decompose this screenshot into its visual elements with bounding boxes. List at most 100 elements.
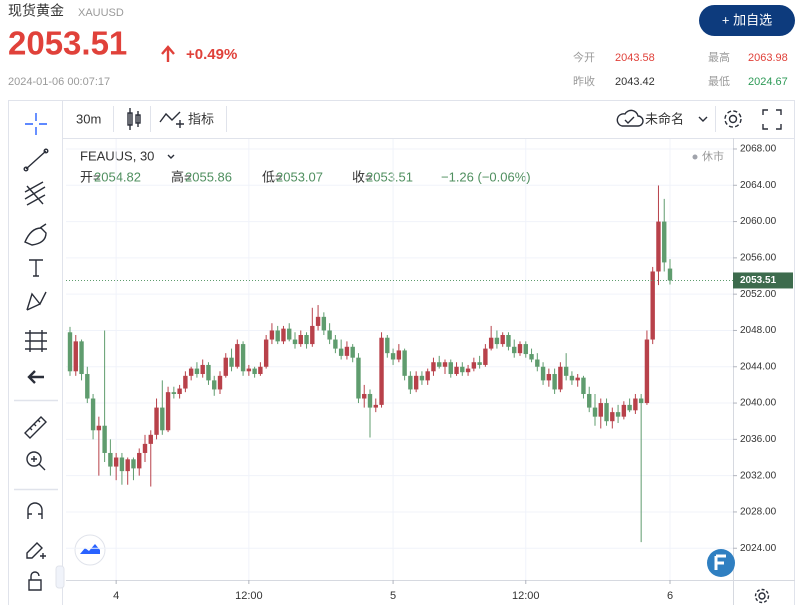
back-tool[interactable]: [27, 370, 44, 384]
logo-mark: [80, 544, 100, 554]
y-tick-label: 2024.00: [740, 543, 777, 554]
legend-label: 高=: [171, 169, 192, 184]
candle-body: [425, 371, 430, 381]
stat-value: 2043.58: [615, 52, 655, 64]
y-tick-label: 2068.00: [740, 144, 777, 155]
cloud-icon[interactable]: [616, 109, 644, 127]
text-tool[interactable]: [29, 259, 43, 277]
candle-body: [315, 316, 321, 326]
candle-body: [373, 404, 378, 408]
y-tick-label: 2064.00: [740, 180, 777, 191]
y-tick-label: 2032.00: [740, 470, 777, 481]
candle-body: [667, 268, 673, 281]
watchlist-button[interactable]: [699, 5, 795, 36]
candle-body: [483, 348, 488, 365]
last-price-tag: [733, 272, 793, 289]
tool-dot: [43, 148, 49, 154]
ruler-tool[interactable]: [24, 416, 47, 439]
candle-body: [494, 337, 500, 345]
symbol: XAUUSD: [78, 7, 124, 19]
x-tick-label: 6: [667, 590, 673, 602]
legend-value: 2053.51: [366, 169, 413, 184]
chevron[interactable]: [167, 154, 175, 159]
brush-tool[interactable]: [24, 223, 47, 246]
stat-label: 最低: [708, 75, 730, 88]
lock-tool[interactable]: [28, 571, 42, 591]
fullscreen-icon[interactable]: [762, 109, 782, 130]
candle-body: [546, 374, 552, 381]
collapse-handle[interactable]: [55, 565, 65, 589]
stat-value: 2043.42: [615, 76, 655, 88]
pattern-tool[interactable]: [26, 291, 47, 311]
candle-body: [217, 375, 223, 390]
y-tick-label: 2056.00: [740, 253, 777, 264]
candle-body: [413, 375, 419, 390]
candle-body: [154, 407, 159, 435]
candle-body: [460, 366, 465, 373]
candle-body: [287, 328, 292, 340]
market-status: 休市: [702, 149, 724, 163]
crosshair-tool[interactable]: [25, 113, 47, 135]
y-tick-label: 2060.00: [740, 216, 777, 227]
candle-body: [650, 271, 655, 340]
candle-body: [321, 316, 327, 331]
candle-body: [627, 404, 632, 411]
candle-body: [488, 337, 494, 349]
forecast-tool[interactable]: [25, 330, 47, 352]
fib-tool[interactable]: [24, 181, 46, 206]
f-letter: [714, 554, 726, 570]
candle-body: [604, 403, 609, 422]
indicator-icon[interactable]: [159, 111, 184, 128]
legend-value: 2055.86: [185, 169, 232, 184]
change: +0.49%: [186, 46, 237, 63]
candle-body: [633, 398, 638, 411]
candle-body: [477, 362, 482, 365]
axis-settings-icon[interactable]: [754, 588, 770, 604]
candle-body: [581, 377, 586, 394]
stat-value: 2024.67: [748, 76, 788, 88]
stat-label: 昨收: [573, 74, 595, 88]
candle-body: [500, 335, 505, 345]
candle-body: [615, 412, 621, 417]
candle-body: [67, 332, 73, 372]
candle-body: [419, 375, 425, 381]
series-symbol: FEAUUS, 30: [80, 148, 154, 163]
indicators[interactable]: 指标: [188, 111, 214, 126]
y-tick-label: 2044.00: [740, 361, 777, 372]
candle-body: [356, 357, 361, 399]
candle-body: [229, 357, 234, 367]
chevron[interactable]: [698, 116, 708, 122]
candle-body: [338, 348, 344, 356]
candle-body: [142, 443, 148, 453]
candle-body: [598, 403, 603, 417]
candle-body: [610, 412, 615, 422]
candle-body: [471, 362, 477, 369]
candle-body: [333, 339, 338, 349]
candle-body: [96, 425, 102, 431]
candle-body: [269, 330, 275, 340]
zoom-tool[interactable]: [26, 451, 42, 467]
candle-body: [563, 366, 569, 376]
watchlist-button-label[interactable]: + 加自选: [722, 12, 772, 27]
candle-body: [304, 335, 309, 345]
candle-body: [379, 337, 384, 405]
plot-area: 2024.00 2028.00 2032.00 2036.00 2040.00 2044.…: [66, 139, 793, 602]
y-tick-label: 2048.00: [740, 325, 777, 336]
trendline-tool[interactable]: [25, 150, 47, 170]
candle-body: [402, 350, 407, 376]
candle-body: [465, 368, 471, 373]
layout-name[interactable]: 未命名: [645, 111, 684, 126]
interval[interactable]: 30m: [76, 111, 101, 126]
candle-body: [113, 457, 119, 467]
candle-body: [638, 398, 644, 404]
legend-change: −1.26 (−0.06%): [441, 169, 531, 184]
candle-body: [275, 330, 280, 342]
candle-body: [79, 341, 84, 375]
magnet-tool[interactable]: [27, 502, 43, 519]
lock-draw-tool[interactable]: [26, 542, 46, 559]
chart-type-icon[interactable]: [127, 108, 141, 130]
legend-value: 2054.82: [94, 169, 141, 184]
candle-body: [644, 339, 650, 404]
candle-body: [523, 344, 528, 355]
settings-icon[interactable]: [724, 110, 742, 128]
